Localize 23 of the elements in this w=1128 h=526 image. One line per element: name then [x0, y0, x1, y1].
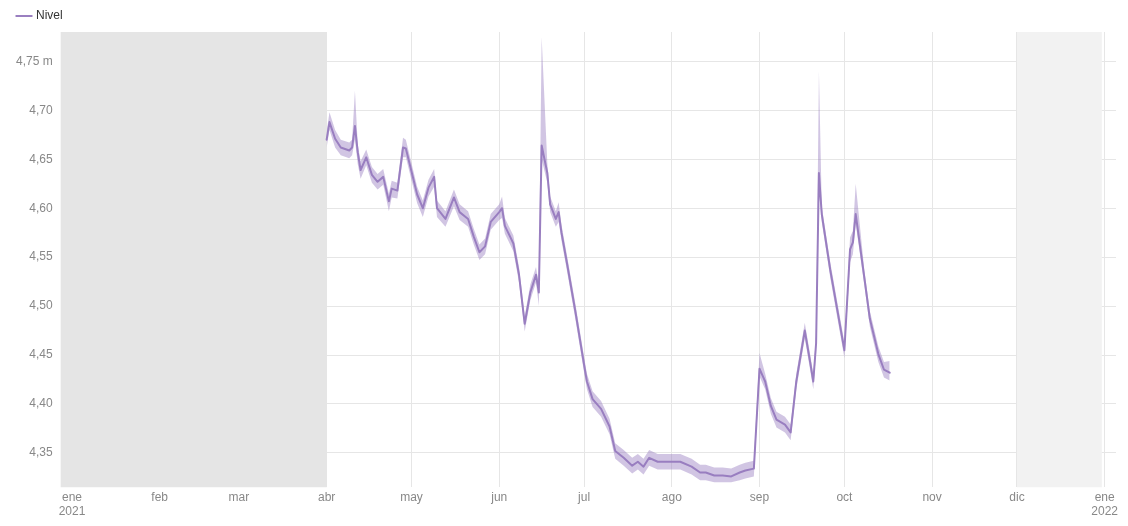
- x-tick-label: feb: [151, 489, 169, 504]
- x-tick-label: nov: [922, 489, 942, 504]
- y-tick-label: 4,70: [29, 102, 54, 117]
- x-tick-label: mar: [228, 489, 250, 504]
- x-tick-label: may: [400, 489, 423, 504]
- x-tick-label: jun: [490, 489, 508, 504]
- x-tick-label: ene 2022: [1091, 489, 1119, 519]
- y-tick-label: 4,40: [29, 396, 54, 411]
- x-tick-label: ago: [661, 489, 683, 504]
- x-tick-label: oct: [836, 489, 854, 504]
- x-tick-label: sep: [749, 489, 770, 504]
- legend-label: Nivel: [36, 8, 63, 23]
- y-tick-label: 4,35: [29, 445, 54, 460]
- y-tick-label: 4,75 m: [16, 53, 53, 68]
- x-tick-label: ene 2021: [58, 489, 86, 519]
- x-tick-label: dic: [1009, 489, 1025, 504]
- y-tick-label: 4,60: [29, 200, 54, 215]
- x-tick-label: abr: [317, 489, 336, 504]
- x-tick-label: jul: [577, 489, 591, 504]
- y-tick-label: 4,45: [29, 347, 54, 362]
- y-tick-label: 4,55: [29, 249, 54, 264]
- y-tick-label: 4,50: [29, 298, 54, 313]
- y-tick-label: 4,65: [29, 151, 54, 166]
